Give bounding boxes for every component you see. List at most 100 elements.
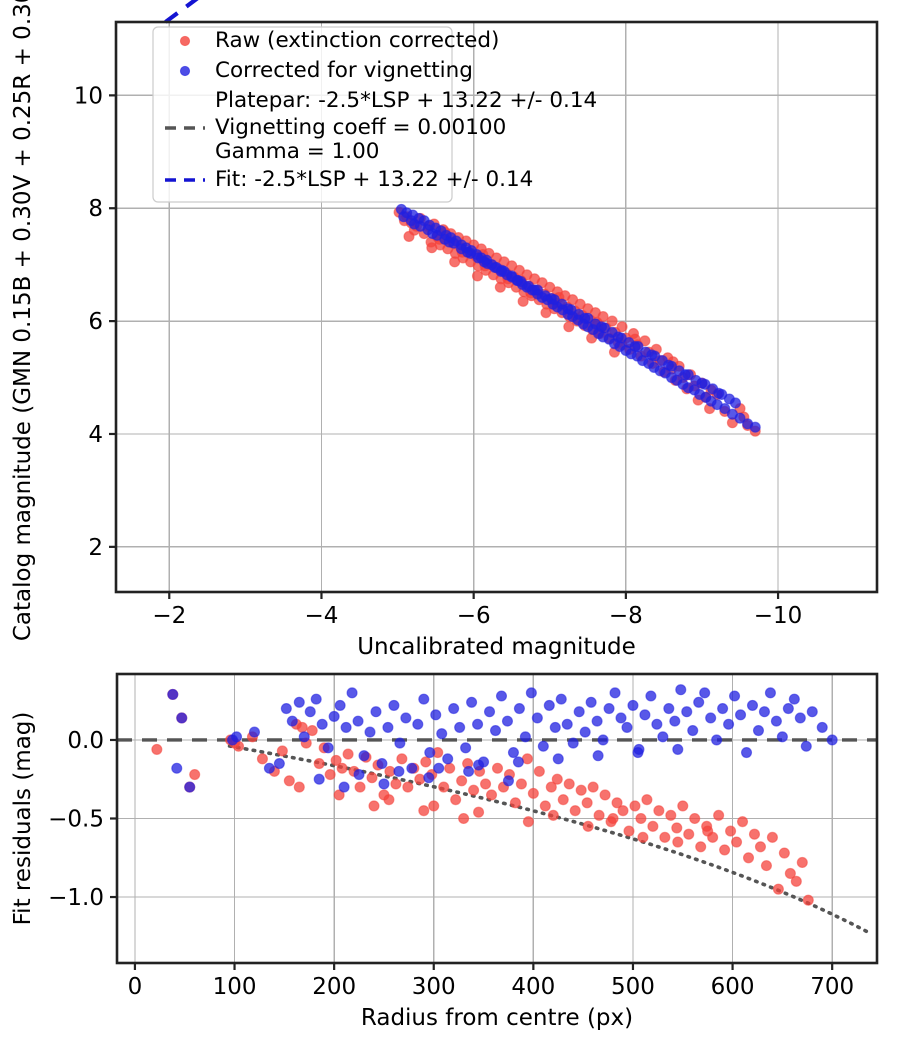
data-point (591, 715, 603, 727)
bottom-panel-gridlines (117, 674, 877, 963)
data-point (699, 687, 711, 699)
data-point (310, 693, 322, 705)
data-point (418, 805, 430, 817)
data-point (509, 797, 521, 809)
data-point (689, 812, 701, 825)
data-point (322, 742, 334, 754)
data-point (230, 731, 243, 743)
data-point (782, 702, 794, 715)
data-point (283, 775, 295, 787)
data-point (463, 765, 475, 777)
data-point (468, 784, 480, 796)
data-point (758, 706, 770, 718)
data-point (549, 721, 561, 733)
data-point (489, 724, 502, 737)
data-point (460, 742, 472, 754)
legend-background (152, 26, 453, 203)
data-point (729, 690, 741, 702)
data-point (424, 746, 436, 759)
bottom-panel-ylabel: Fit residuals (mag) (10, 712, 36, 926)
bottom-panel-xtick-label: 200 (312, 974, 356, 1000)
data-point (675, 684, 687, 696)
data-point (749, 421, 761, 433)
data-point (567, 737, 579, 749)
data-point (527, 787, 539, 799)
data-point (826, 734, 838, 746)
data-point (501, 715, 514, 727)
top-panel-ytick-label: 8 (88, 196, 103, 222)
data-point (646, 349, 658, 361)
data-point (562, 303, 574, 315)
data-point (657, 731, 669, 743)
data-point (681, 706, 693, 718)
bottom-panel-ytick-label: −1.0 (48, 885, 104, 911)
data-point (471, 270, 484, 282)
top-panel-ytick-label: 6 (88, 309, 103, 335)
data-point (370, 706, 382, 718)
data-point (328, 710, 340, 722)
data-point (719, 403, 731, 415)
data-point (563, 321, 575, 333)
data-point (256, 753, 268, 765)
data-point (595, 321, 608, 333)
data-point (551, 773, 563, 785)
bottom-panel-tick-labels: 0 100 200 300 400 500 600 700 0.0 −0.5 −1.0 (48, 728, 854, 1000)
data-point (512, 756, 524, 768)
data-point (330, 754, 342, 766)
data-point (449, 256, 461, 268)
data-point (531, 712, 543, 724)
data-point (491, 762, 504, 774)
data-point (711, 734, 723, 746)
data-point (770, 715, 782, 727)
data-point (641, 794, 653, 806)
legend: Raw (extinction corrected) Corrected for … (152, 26, 597, 203)
data-point (637, 831, 649, 843)
data-point (611, 797, 623, 809)
data-point (746, 699, 759, 711)
data-point (454, 721, 466, 733)
data-point (816, 721, 828, 733)
data-point (593, 809, 605, 821)
data-point (273, 757, 285, 770)
data-point (176, 712, 188, 724)
data-point (420, 756, 432, 768)
data-point (494, 281, 506, 293)
data-point (430, 709, 442, 721)
data-point (557, 794, 569, 806)
data-point (473, 806, 485, 818)
data-point (512, 274, 524, 287)
data-point (316, 718, 328, 730)
top-panel-xtick-label: −10 (754, 603, 803, 629)
data-point (427, 228, 439, 240)
top-panel-ytick-label: 10 (74, 83, 103, 109)
data-point (632, 746, 644, 759)
data-point (263, 762, 275, 774)
data-point (764, 687, 776, 699)
data-point (507, 746, 519, 759)
data-point (338, 781, 350, 793)
bottom-panel-xtick-label: 500 (611, 974, 655, 1000)
data-point (393, 765, 405, 777)
top-panel-xlabel: Uncalibrated magnitude (357, 634, 636, 660)
data-point (495, 265, 507, 278)
data-point (639, 709, 651, 721)
data-point (621, 721, 633, 733)
data-point (672, 743, 684, 755)
data-point (582, 820, 594, 832)
data-point (525, 687, 537, 699)
data-point (802, 894, 814, 906)
data-point (672, 836, 684, 848)
data-point (729, 397, 742, 409)
data-point (561, 718, 573, 730)
data-point (573, 706, 585, 718)
data-point (354, 781, 366, 793)
top-panel-fit-line (164, 0, 199, 24)
top-panel-ytick-label: 2 (88, 535, 103, 561)
data-point (683, 828, 695, 840)
data-point (754, 841, 767, 853)
data-point (569, 805, 581, 817)
data-point (189, 768, 201, 781)
legend-label: Corrected for vignetting (215, 58, 473, 83)
data-point (606, 315, 618, 327)
data-point (717, 702, 729, 715)
